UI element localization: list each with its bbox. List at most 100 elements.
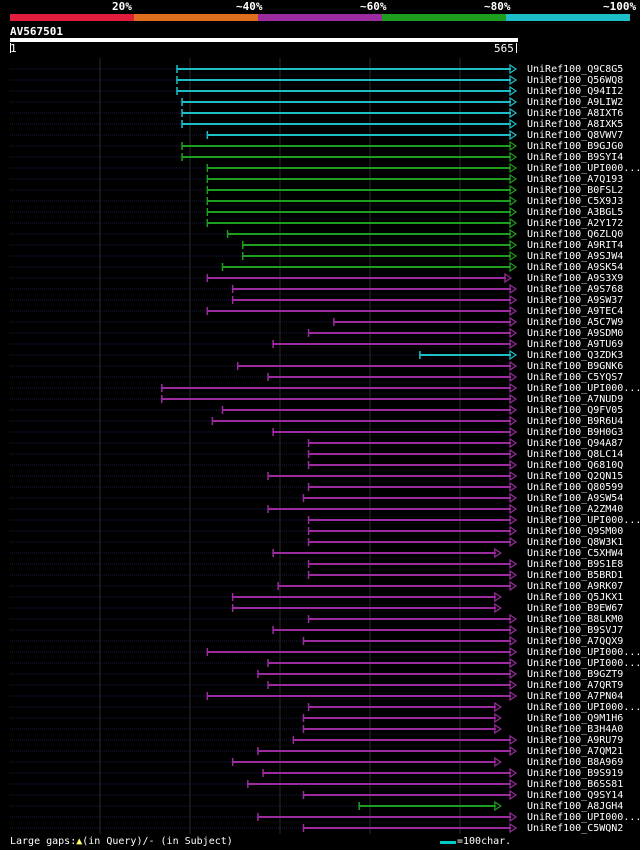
hit-label[interactable]: UniRef100_Q6810Q xyxy=(527,460,624,471)
hit-arrow xyxy=(494,723,502,735)
hit-arrow xyxy=(494,591,502,603)
hit-label[interactable]: UniRef100_A7Q193 xyxy=(527,174,624,185)
hit-arrow xyxy=(509,437,518,449)
hit-label[interactable]: UniRef100_A9RIT4 xyxy=(527,240,624,251)
hit-label[interactable]: UniRef100_Q5JKX1 xyxy=(527,592,624,603)
hit-arrow xyxy=(509,393,518,405)
hit-label[interactable]: UniRef100_B5BRD1 xyxy=(527,570,624,581)
hit-arrow xyxy=(509,74,518,86)
hit-label[interactable]: UniRef100_A2Y172 xyxy=(527,218,624,229)
hit-label[interactable]: UniRef100_A9SJW4 xyxy=(527,251,624,262)
hit-label[interactable]: UniRef100_C5WQN2 xyxy=(527,823,624,834)
hit-label[interactable]: UniRef100_UPI000... xyxy=(527,515,640,526)
hit-label[interactable]: UniRef100_Q3ZDK3 xyxy=(527,350,624,361)
hit-label[interactable]: UniRef100_B8LKM0 xyxy=(527,614,624,625)
hit-label[interactable]: UniRef100_B9GNK6 xyxy=(527,361,624,372)
hit-arrow xyxy=(509,338,518,350)
hit-label[interactable]: UniRef100_A9SW37 xyxy=(527,295,624,306)
hit-label[interactable]: UniRef100_Q8LC14 xyxy=(527,449,624,460)
hit-arrow xyxy=(509,558,518,570)
hit-label[interactable]: UniRef100_B9H0G3 xyxy=(527,427,624,438)
hit-label[interactable]: UniRef100_A9SK54 xyxy=(527,262,624,273)
hit-arrow xyxy=(509,96,518,108)
hit-label[interactable]: UniRef100_B0FSL2 xyxy=(527,185,624,196)
hit-arrow xyxy=(509,118,518,130)
hit-label[interactable]: UniRef100_UPI000... xyxy=(527,812,640,823)
hit-label[interactable]: UniRef100_B8A969 xyxy=(527,757,624,768)
hit-label[interactable]: UniRef100_Q2QN15 xyxy=(527,471,624,482)
hit-label[interactable]: UniRef100_A9SDM0 xyxy=(527,328,624,339)
hit-arrow xyxy=(509,228,518,240)
hit-label[interactable]: UniRef100_B9GJG0 xyxy=(527,141,624,152)
hit-label[interactable]: UniRef100_UPI000... xyxy=(527,658,640,669)
hit-label[interactable]: UniRef100_B9R6U4 xyxy=(527,416,624,427)
ruler-tick-end xyxy=(516,43,517,53)
hit-arrow xyxy=(509,151,518,163)
hit-arrow xyxy=(509,668,518,680)
hit-label[interactable]: UniRef100_C5XHW4 xyxy=(527,548,624,559)
hit-label[interactable]: UniRef100_UPI000... xyxy=(527,702,640,713)
hit-label[interactable]: UniRef100_Q6ZLQ0 xyxy=(527,229,624,240)
hit-arrow xyxy=(509,470,518,482)
hit-label[interactable]: UniRef100_B9EW67 xyxy=(527,603,624,614)
hit-label[interactable]: UniRef100_A3BGL5 xyxy=(527,207,624,218)
legend-label-100: ~100% xyxy=(603,0,637,13)
hit-label[interactable]: UniRef100_Q80599 xyxy=(527,482,624,493)
hit-label[interactable]: UniRef100_A9S768 xyxy=(527,284,624,295)
hit-label[interactable]: UniRef100_B6SS81 xyxy=(527,779,624,790)
hit-label[interactable]: UniRef100_B9S919 xyxy=(527,768,624,779)
hit-arrow xyxy=(509,294,518,306)
hit-label[interactable]: UniRef100_Q94A87 xyxy=(527,438,624,449)
hit-label[interactable]: UniRef100_UPI000... xyxy=(527,163,640,174)
hit-label[interactable]: UniRef100_Q56WQ8 xyxy=(527,75,624,86)
legend-label: 20% xyxy=(112,0,132,13)
hit-label[interactable]: UniRef100_Q94II2 xyxy=(527,86,624,97)
hit-arrow xyxy=(509,316,518,328)
hit-arrow xyxy=(509,789,518,801)
hit-label[interactable]: UniRef100_Q9SM00 xyxy=(527,526,624,537)
hit-label[interactable]: UniRef100_Q9M1H6 xyxy=(527,713,624,724)
hit-arrow xyxy=(509,679,518,691)
hit-label[interactable]: UniRef100_Q9SY14 xyxy=(527,790,624,801)
hit-label[interactable]: UniRef100_A9RU79 xyxy=(527,735,624,746)
hit-label[interactable]: UniRef100_A8IXK5 xyxy=(527,119,624,130)
hit-label[interactable]: UniRef100_UPI000... xyxy=(527,647,640,658)
hit-arrow xyxy=(509,811,518,823)
hit-arrow xyxy=(494,602,502,614)
hit-label[interactable]: UniRef100_B9S1E8 xyxy=(527,559,624,570)
hit-label[interactable]: UniRef100_A9TU69 xyxy=(527,339,624,350)
hit-arrow xyxy=(509,459,518,471)
hit-label[interactable]: UniRef100_B3H4A0 xyxy=(527,724,624,735)
hit-label[interactable]: UniRef100_A7QRT9 xyxy=(527,680,624,691)
hit-arrow xyxy=(494,701,502,713)
hit-label[interactable]: UniRef100_UPI000... xyxy=(527,383,640,394)
hit-arrow xyxy=(509,239,518,251)
hit-label[interactable]: UniRef100_Q9C8G5 xyxy=(527,64,624,75)
hit-label[interactable]: UniRef100_A7QM21 xyxy=(527,746,624,757)
hit-label[interactable]: UniRef100_A9TEC4 xyxy=(527,306,624,317)
hit-label[interactable]: UniRef100_A8IXT6 xyxy=(527,108,624,119)
hit-label[interactable]: UniRef100_A8JGH4 xyxy=(527,801,624,812)
hit-arrow xyxy=(509,778,518,790)
hit-label[interactable]: UniRef100_Q9FV05 xyxy=(527,405,624,416)
hit-label[interactable]: UniRef100_C5X9J3 xyxy=(527,196,624,207)
hit-label[interactable]: UniRef100_A9RK07 xyxy=(527,581,624,592)
hit-label[interactable]: UniRef100_A7PN04 xyxy=(527,691,624,702)
hit-arrow xyxy=(509,624,518,636)
hit-label[interactable]: UniRef100_B9SVJ7 xyxy=(527,625,624,636)
hit-label[interactable]: UniRef100_Q8VWV7 xyxy=(527,130,624,141)
hit-label[interactable]: UniRef100_A7NUD9 xyxy=(527,394,624,405)
scale-bar xyxy=(440,841,456,844)
hit-label[interactable]: UniRef100_B9SYI4 xyxy=(527,152,624,163)
hit-label[interactable]: UniRef100_A2ZM40 xyxy=(527,504,624,515)
hit-label[interactable]: UniRef100_Q8W3K1 xyxy=(527,537,624,548)
footer-large-gaps: Large gaps: xyxy=(10,836,77,847)
hit-label[interactable]: UniRef100_A9S3X9 xyxy=(527,273,624,284)
hit-label[interactable]: UniRef100_A5C7W9 xyxy=(527,317,624,328)
hit-label[interactable]: UniRef100_A9SW54 xyxy=(527,493,624,504)
hit-label[interactable]: UniRef100_A7QQX9 xyxy=(527,636,624,647)
hit-label[interactable]: UniRef100_B9GZT9 xyxy=(527,669,624,680)
hit-label[interactable]: UniRef100_A9LIW2 xyxy=(527,97,624,108)
hit-label[interactable]: UniRef100_C5YQS7 xyxy=(527,372,624,383)
